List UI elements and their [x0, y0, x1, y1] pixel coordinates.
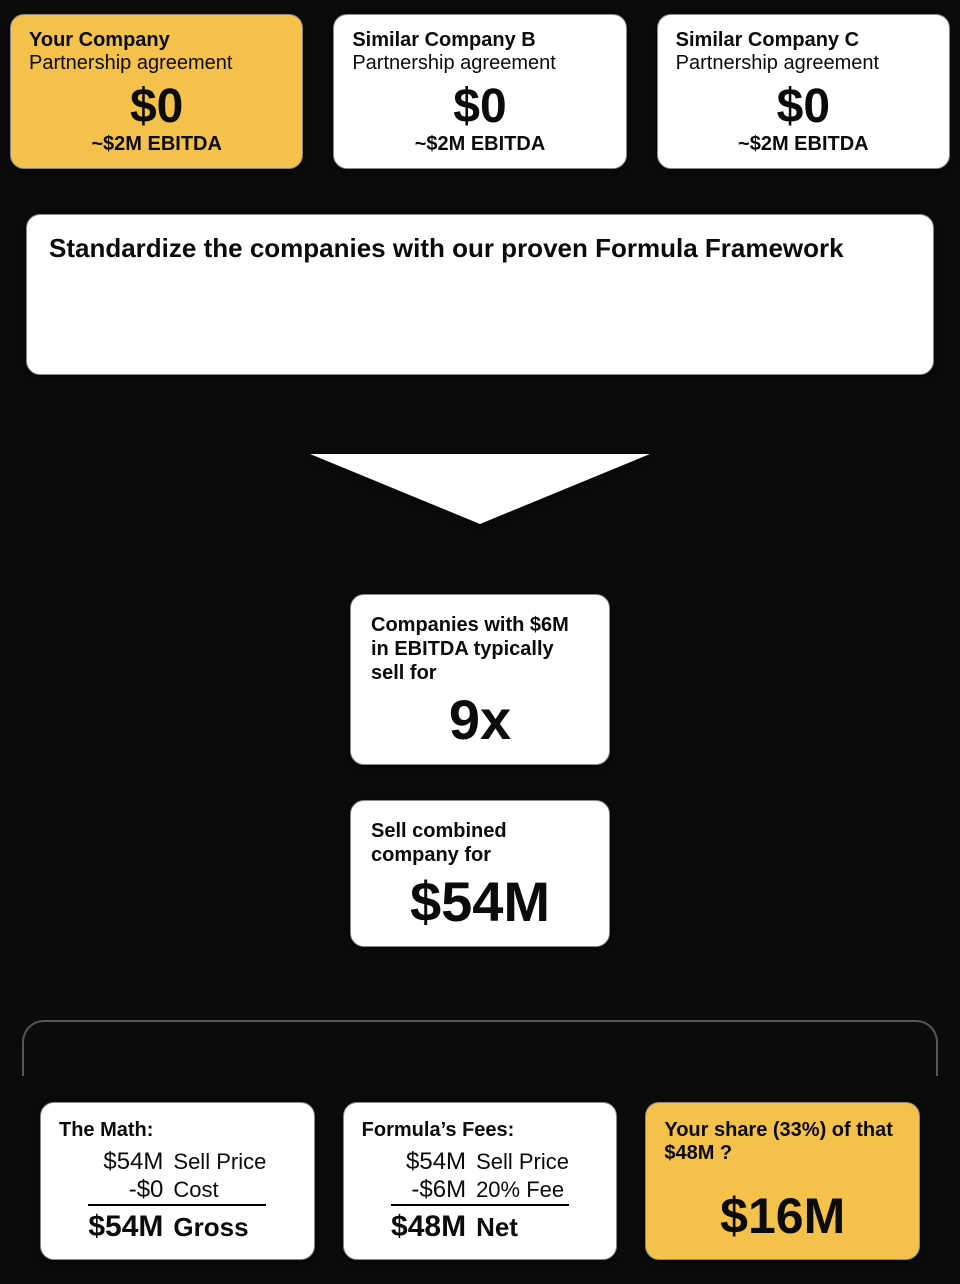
multiplier-label: Companies with $6M in EBITDA typically s…	[371, 613, 589, 685]
share-heading: Your share (33%) of that $48M ?	[664, 1119, 901, 1165]
math-card: The Math: $54M Sell Price -$0 Cost $54M …	[40, 1102, 315, 1260]
share-card: Your share (33%) of that $48M ? $16M	[645, 1102, 920, 1260]
company-title: Similar Company B	[352, 29, 607, 52]
multiplier-value: 9x	[371, 691, 589, 750]
framework-text: Standardize the companies with our prove…	[49, 233, 844, 263]
company-ebitda: ~$2M EBITDA	[676, 133, 931, 156]
math-calc: $54M Sell Price -$0 Cost $54M Gross	[88, 1148, 266, 1244]
fees-result-lbl: Net	[476, 1205, 569, 1244]
company-title: Your Company	[29, 29, 284, 52]
framework-card: Standardize the companies with our prove…	[26, 214, 934, 375]
company-card-your: Your Company Partnership agreement $0 ~$…	[10, 14, 303, 169]
fees-calc: $54M Sell Price -$6M 20% Fee $48M Net	[391, 1148, 569, 1244]
fees-lbl-1: 20% Fee	[476, 1176, 569, 1205]
math-result-val: $54M	[88, 1205, 173, 1244]
bottom-row: The Math: $54M Sell Price -$0 Cost $54M …	[40, 1102, 920, 1260]
fees-heading: Formula’s Fees:	[362, 1119, 599, 1142]
company-sub: Partnership agreement	[29, 52, 284, 75]
company-sub: Partnership agreement	[676, 52, 931, 75]
fees-card: Formula’s Fees: $54M Sell Price -$6M 20%…	[343, 1102, 618, 1260]
math-lbl-0: Sell Price	[173, 1148, 266, 1176]
sellprice-card: Sell combined company for $54M	[350, 800, 610, 947]
bottom-bracket	[22, 1020, 938, 1076]
framework-wrap: Standardize the companies with our prove…	[26, 214, 934, 375]
fees-lbl-0: Sell Price	[476, 1148, 569, 1176]
fees-result-val: $48M	[391, 1205, 476, 1244]
share-value: $16M	[664, 1187, 901, 1245]
math-val-1: -$0	[88, 1176, 173, 1205]
company-card-c: Similar Company C Partnership agreement …	[657, 14, 950, 169]
math-val-0: $54M	[88, 1148, 173, 1176]
company-sub: Partnership agreement	[352, 52, 607, 75]
company-ebitda: ~$2M EBITDA	[352, 133, 607, 156]
multiplier-card: Companies with $6M in EBITDA typically s…	[350, 594, 610, 765]
company-amount: $0	[352, 83, 607, 131]
fees-val-1: -$6M	[391, 1176, 476, 1205]
fees-val-0: $54M	[391, 1148, 476, 1176]
company-cards-row: Your Company Partnership agreement $0 ~$…	[0, 0, 960, 169]
company-amount: $0	[29, 83, 284, 131]
math-heading: The Math:	[59, 1119, 296, 1142]
company-ebitda: ~$2M EBITDA	[29, 133, 284, 156]
math-result-lbl: Gross	[173, 1205, 266, 1244]
sellprice-label: Sell combined company for	[371, 819, 589, 867]
company-card-b: Similar Company B Partnership agreement …	[333, 14, 626, 169]
sellprice-value: $54M	[371, 873, 589, 932]
company-amount: $0	[676, 83, 931, 131]
company-title: Similar Company C	[676, 29, 931, 52]
math-lbl-1: Cost	[173, 1176, 266, 1205]
